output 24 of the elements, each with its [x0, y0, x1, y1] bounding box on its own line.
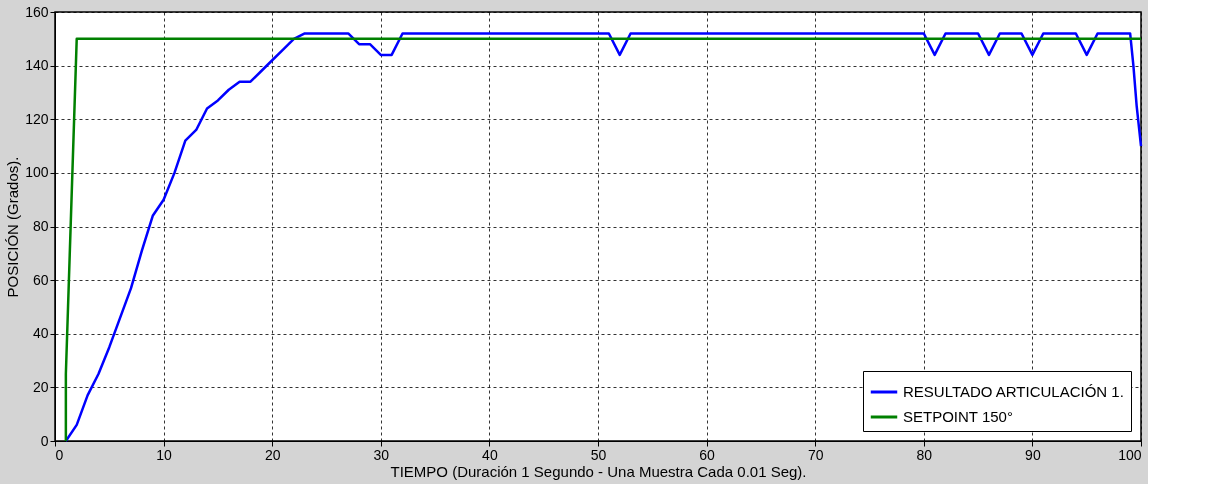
- y-axis-title: POSICIÓN (Grados).: [4, 156, 22, 298]
- legend-label: SETPOINT 150°: [903, 408, 1013, 425]
- y-tick-label: 0: [40, 432, 49, 449]
- y-tick-label: 40: [32, 325, 49, 342]
- x-tick-label: 50: [590, 446, 607, 463]
- x-tick-label: 100: [1118, 446, 1142, 463]
- x-tick-label: 40: [482, 446, 498, 463]
- legend-label: RESULTADO ARTICULACIÓN 1.: [903, 383, 1124, 400]
- x-tick-label: 90: [1025, 446, 1041, 463]
- y-tick-label: 60: [32, 271, 49, 288]
- y-tick-label: 140: [25, 57, 49, 74]
- y-tick-label: 160: [25, 3, 49, 20]
- y-tick-label: 20: [32, 378, 49, 395]
- x-axis-title: TIEMPO (Duración 1 Segundo - Una Muestra Cada 0.01 Seg).: [390, 462, 807, 480]
- x-tick-label: 60: [699, 446, 716, 463]
- x-tick-label: 80: [916, 446, 933, 463]
- x-tick-label: 0: [55, 446, 64, 463]
- x-tick-label: 10: [156, 446, 173, 463]
- y-tick-label: 80: [32, 218, 49, 234]
- y-tick-label: 100: [25, 164, 49, 181]
- x-tick-label: 20: [264, 446, 281, 463]
- x-tick-label: 70: [807, 446, 824, 463]
- x-tick-label: 30: [373, 446, 390, 463]
- y-tick-label: 120: [25, 110, 49, 127]
